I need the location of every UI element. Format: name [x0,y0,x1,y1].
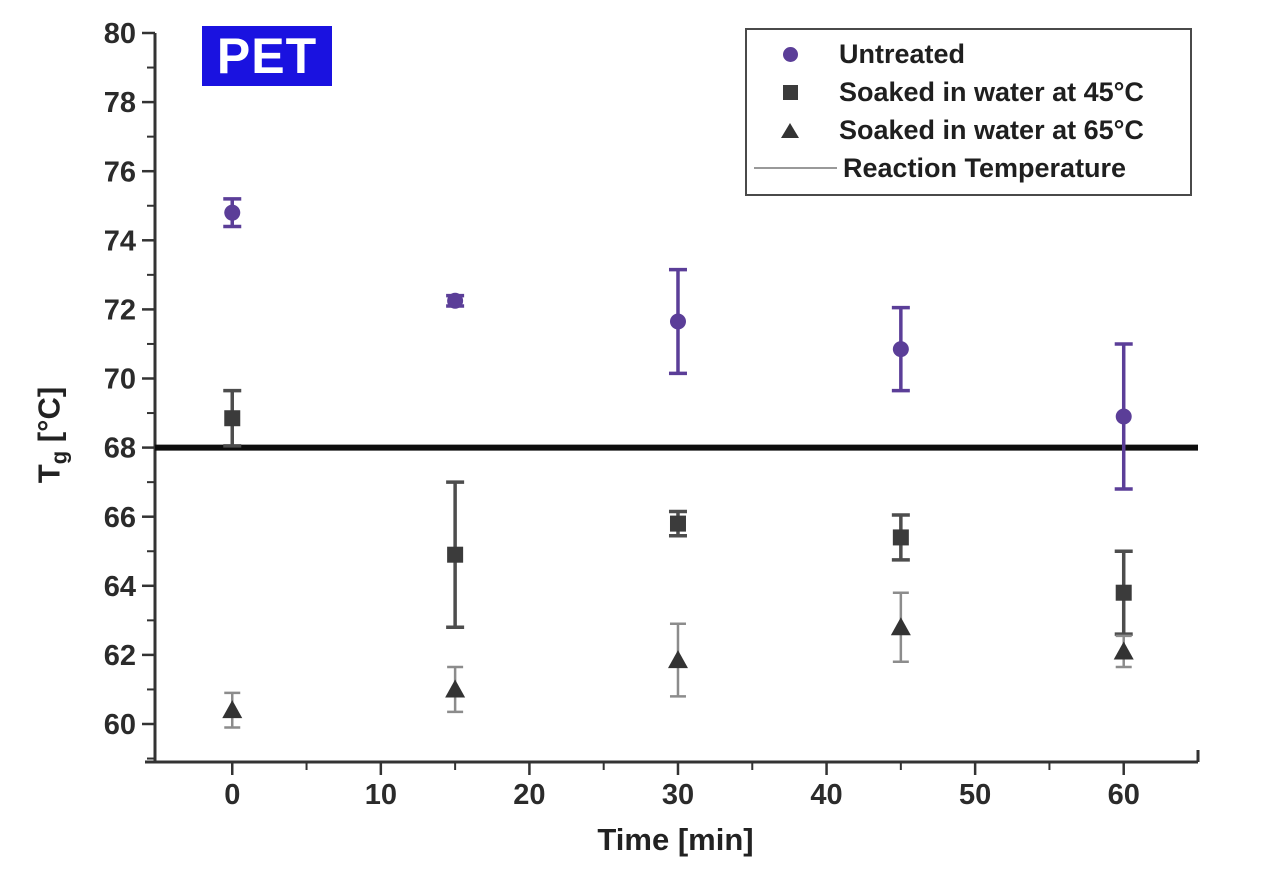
legend-label: Soaked in water at 65°C [839,114,1144,145]
x-tick-label: 0 [224,779,240,811]
y-tick-label: 64 [104,571,136,603]
x-tick-label: 50 [959,779,991,811]
legend-label: Untreated [839,38,966,69]
x-tick-label: 10 [365,779,397,811]
axes [145,33,1200,764]
data-point [669,313,686,330]
data-point [669,515,686,532]
legend: Untreated Soaked in water at 45°C Soaked… [745,28,1192,196]
data-point [890,617,911,636]
x-axis-title: Time [min] [597,822,754,857]
x-tick-label: 30 [662,779,694,811]
data-point [224,410,241,427]
y-tick-label: 76 [104,156,136,188]
y-tick-label: 68 [104,433,136,465]
y-axis-title: Tg [°C] [31,386,72,484]
data-point [1113,641,1134,660]
data-point [1115,408,1132,425]
data-point [222,700,243,719]
pet-badge: PET [202,26,332,86]
x-axis-ticks: 0 10 20 30 40 50 60 [224,762,1140,811]
x-tick-label: 20 [513,779,545,811]
data-point [667,650,688,669]
data-point [447,546,464,563]
data-point [892,341,909,358]
y-tick-label: 72 [104,295,136,327]
line-marker-icon [754,167,837,169]
y-tick-label: 62 [104,640,136,672]
x-tick-label: 40 [810,779,842,811]
y-tick-label: 66 [104,502,136,534]
legend-item-soaked-65: Soaked in water at 65°C [747,113,1190,147]
square-marker-icon [782,84,798,100]
legend-item-reaction-temperature: Reaction Temperature [747,151,1190,185]
legend-item-soaked-45: Soaked in water at 45°C [747,75,1190,109]
y-tick-label: 74 [104,225,136,257]
circle-marker-icon [782,46,798,62]
data-point [224,204,241,221]
series-soaked-in-water-at-45-c [223,388,1133,636]
legend-label: Reaction Temperature [843,152,1127,183]
legend-label: Soaked in water at 45°C [839,76,1144,107]
series-soaked-in-water-at-65-c [222,591,1134,729]
data-point [445,679,466,698]
y-axis-ticks: 60 62 64 66 68 70 72 74 76 78 80 [104,18,155,760]
legend-item-untreated: Untreated [747,37,1190,71]
triangle-marker-icon [781,122,799,138]
series-untreated [223,197,1133,491]
y-tick-label: 80 [104,18,136,50]
data-point [892,529,909,546]
y-tick-label: 60 [104,709,136,741]
data-point [1115,584,1132,601]
y-tick-label: 70 [104,364,136,396]
data-point [447,292,464,309]
x-tick-label: 60 [1108,779,1140,811]
y-tick-label: 78 [104,87,136,119]
